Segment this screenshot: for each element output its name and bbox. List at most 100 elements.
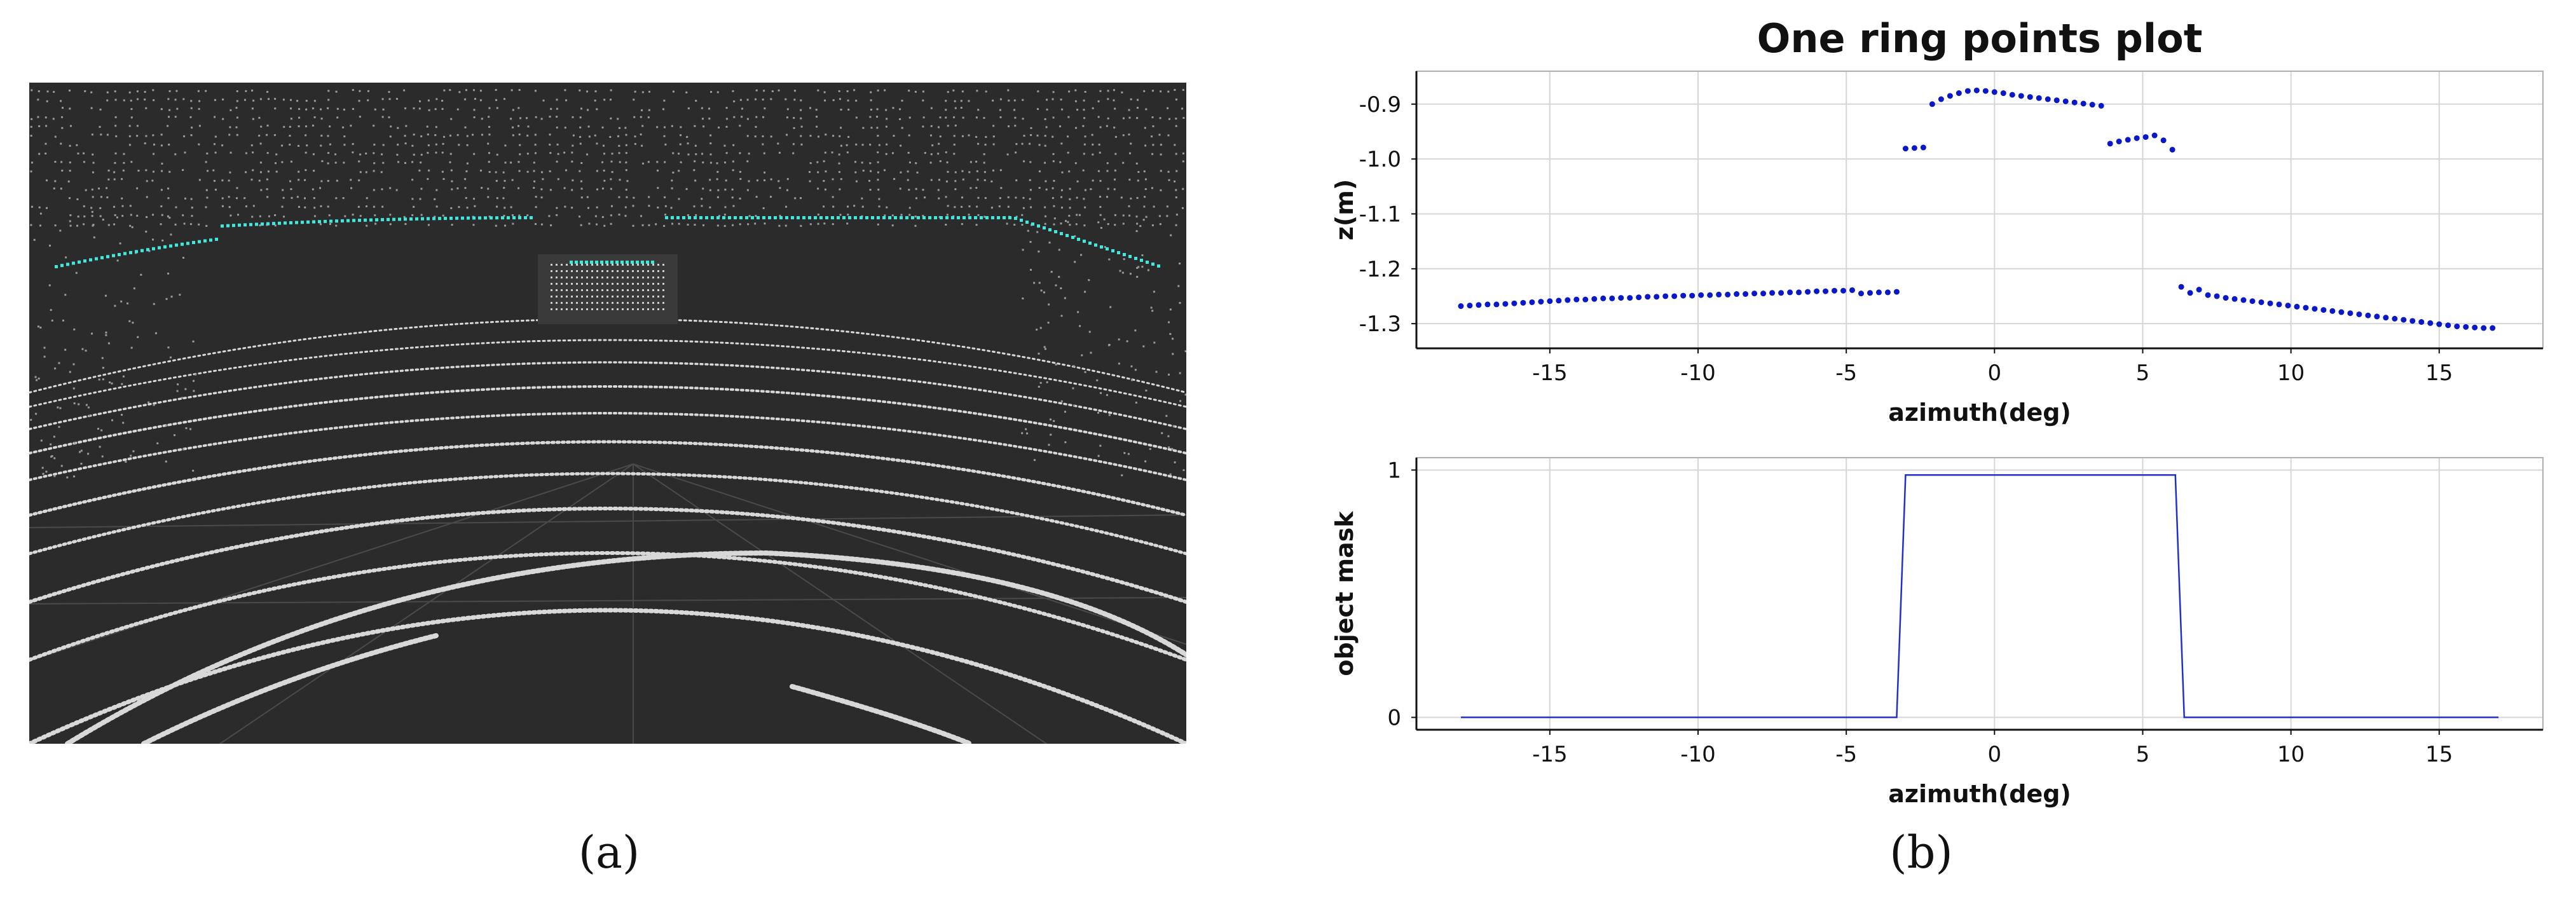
background-point (739, 197, 741, 200)
background-point (1175, 224, 1177, 226)
background-point (914, 215, 917, 218)
ring-point (55, 265, 58, 268)
background-point (1053, 217, 1056, 220)
background-point (1136, 117, 1139, 120)
ring-point (980, 216, 983, 219)
background-point (165, 424, 168, 427)
object-point (642, 270, 644, 272)
background-point (114, 125, 117, 127)
background-point (854, 161, 856, 163)
background-point (1092, 153, 1094, 156)
background-point (418, 107, 421, 110)
background-point (420, 214, 423, 216)
ring-point (415, 217, 418, 221)
data-point (2418, 319, 2425, 325)
object-point (566, 264, 568, 266)
chart-panel-b: -15 -10 -5 0 5 10 15 -0.9 -1.0 -1.1 -1.2 -1.3 azimut… (1310, 0, 2576, 826)
background-point (816, 125, 818, 128)
background-point (121, 215, 124, 217)
background-point (1072, 365, 1075, 367)
background-point (886, 206, 888, 208)
background-point (1030, 206, 1032, 208)
background-point (976, 205, 978, 208)
background-point (1045, 180, 1047, 182)
ring-point (112, 254, 115, 257)
background-point (962, 178, 964, 181)
ring-point (329, 219, 332, 223)
object-point (647, 270, 649, 272)
data-point (2436, 321, 2442, 327)
background-point (1069, 224, 1071, 226)
ring-point (501, 216, 504, 220)
background-point (359, 116, 361, 118)
background-point (503, 214, 505, 217)
background-point (519, 144, 521, 146)
data-point (2027, 94, 2033, 100)
background-point (1008, 125, 1010, 128)
background-point (930, 153, 933, 156)
background-point (251, 107, 254, 110)
background-point (983, 161, 985, 164)
background-point (1058, 249, 1060, 251)
background-point (334, 153, 337, 156)
background-point (731, 188, 734, 191)
background-point (458, 144, 460, 146)
background-point (861, 161, 863, 164)
background-point (495, 224, 497, 227)
background-point (1038, 187, 1041, 189)
background-point (319, 187, 322, 189)
background-point (1123, 452, 1126, 454)
ring-point (1048, 228, 1052, 231)
background-point (779, 187, 781, 189)
background-point (1069, 198, 1071, 200)
background-point (1061, 171, 1064, 174)
object-point (606, 277, 608, 278)
background-point (793, 116, 795, 119)
background-point (1159, 117, 1161, 120)
background-point (205, 206, 207, 208)
background-point (38, 153, 41, 155)
background-point (306, 144, 308, 147)
background-point (625, 169, 627, 172)
background-point (998, 205, 1001, 208)
background-point (388, 91, 390, 93)
background-point (1055, 363, 1057, 366)
background-point (839, 188, 841, 191)
ring-point (585, 261, 588, 264)
object-point (596, 302, 598, 304)
background-point (373, 125, 375, 127)
background-point (289, 143, 291, 146)
background-point (687, 142, 689, 145)
background-point (839, 214, 842, 216)
background-point (59, 407, 62, 409)
background-point (1153, 290, 1155, 293)
object-point (576, 283, 578, 285)
background-point (725, 107, 728, 109)
background-point (358, 160, 360, 163)
background-point (916, 171, 919, 174)
background-point (53, 457, 56, 460)
background-point (716, 178, 718, 181)
background-point (504, 161, 507, 164)
background-point (1079, 325, 1081, 327)
object-point (632, 302, 634, 304)
background-point (66, 476, 69, 479)
data-point (1814, 288, 1820, 294)
ring-point (507, 216, 510, 220)
background-point (205, 90, 207, 92)
background-point (131, 226, 134, 228)
background-point (1074, 100, 1077, 102)
background-point (694, 179, 697, 182)
background-point (610, 89, 612, 92)
background-point (87, 453, 90, 455)
background-point (145, 169, 147, 172)
ring-point (888, 216, 891, 219)
ring-point (238, 223, 241, 227)
background-point (877, 223, 879, 226)
background-point (961, 196, 964, 199)
background-point (441, 170, 444, 173)
background-point (1060, 142, 1063, 145)
background-point (107, 224, 110, 226)
background-point (73, 328, 76, 331)
data-point (2392, 315, 2398, 322)
